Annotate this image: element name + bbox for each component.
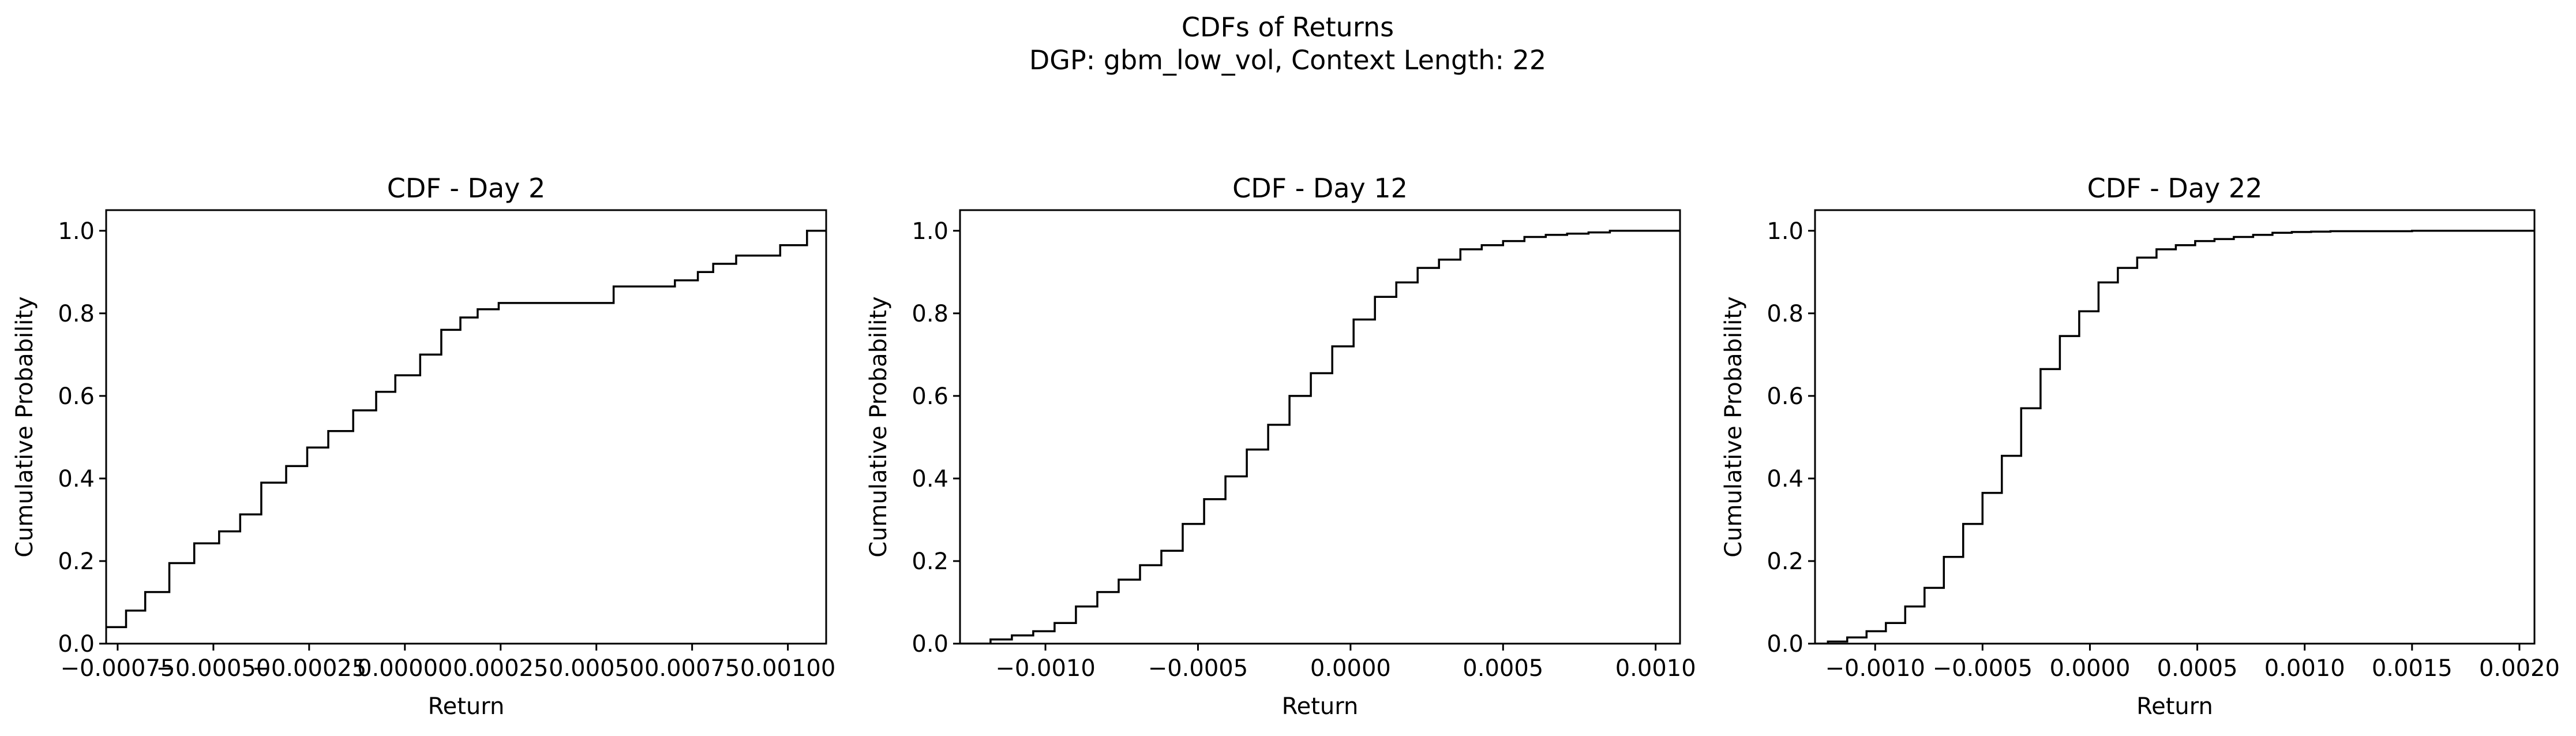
x-tick-label: −0.0010 [995,655,1095,682]
panel-title: CDF - Day 12 [1232,173,1408,204]
x-tick-label: −0.0005 [1148,655,1248,682]
cdf-panel-1: CDF - Day 20.00.20.40.60.81.0−0.00075−0.… [12,173,835,720]
x-tick-label: 0.0000 [2049,655,2130,682]
x-tick-label: 0.00100 [740,655,835,682]
panel-title: CDF - Day 22 [2087,173,2263,204]
cdf-step-line [106,230,826,629]
y-tick-label: 0.4 [1767,466,1803,492]
y-tick-label: 0.0 [912,631,948,657]
y-tick-label: 0.8 [1767,301,1803,327]
x-tick-label: 0.00075 [644,655,740,682]
x-tick-label: −0.00075 [60,655,175,682]
y-tick-label: 0.6 [1767,383,1803,410]
y-tick-label: 1.0 [1767,218,1803,245]
axes-frame [105,209,827,645]
x-axis-label: Return [428,693,505,720]
x-axis-label: Return [2136,693,2213,720]
y-tick-label: 0.4 [912,466,948,492]
cdf-step-line [960,230,1680,644]
x-tick-label: 0.0010 [1615,655,1696,682]
x-tick-label: 0.00000 [357,655,452,682]
y-axis-label: Cumulative Probability [865,296,892,557]
axes-frame [959,209,1681,645]
x-tick-label: −0.0005 [1933,655,2033,682]
y-tick-label: 0.8 [58,301,95,327]
figure-title: CDFs of Returns [1182,12,1394,43]
y-tick-label: 1.0 [58,218,95,245]
panel-title: CDF - Day 2 [387,173,546,204]
x-tick-label: 0.0000 [1310,655,1391,682]
x-tick-label: 0.0005 [1463,655,1543,682]
y-tick-label: 0.6 [58,383,95,410]
y-tick-label: 0.2 [1767,548,1803,575]
y-tick-label: 0.8 [912,301,948,327]
cdf-panel-2: CDF - Day 12 0.0 0.2 0.4 0.6 0.8 1.0 −0.0010 −0.… [865,173,1696,720]
x-tick-label: 0.0020 [2479,655,2560,682]
y-tick-label: 0.4 [58,466,95,492]
x-axis-label: Return [1282,693,1359,720]
y-tick-label: 0.2 [58,548,95,575]
y-tick-label: 0.2 [912,548,948,575]
figure-subtitle: DGP: gbm_low_vol, Context Length: 22 [1029,44,1546,76]
y-tick-label: 1.0 [912,218,948,245]
cdf-step-line [1815,230,2534,644]
y-tick-label: 0.0 [58,631,95,657]
cdf-panel-3: CDF - Day 22 0.0 0.2 0.4 0.6 0.8 1.0 −0.0010 −0.… [1720,173,2560,720]
x-tick-label: −0.00050 [156,655,271,682]
x-tick-label: 0.00050 [549,655,644,682]
y-axis-label: Cumulative Probability [12,296,38,557]
x-tick-label: 0.0010 [2264,655,2345,682]
axes-frame [1814,209,2536,645]
y-tick-label: 0.0 [1767,631,1803,657]
x-tick-label: 0.0005 [2157,655,2238,682]
x-tick-label: 0.00025 [453,655,548,682]
y-tick-label: 0.6 [912,383,948,410]
x-tick-label: 0.0015 [2372,655,2453,682]
x-tick-label: −0.00025 [252,655,366,682]
x-tick-label: −0.0010 [1825,655,1925,682]
y-axis-label: Cumulative Probability [1720,296,1747,557]
